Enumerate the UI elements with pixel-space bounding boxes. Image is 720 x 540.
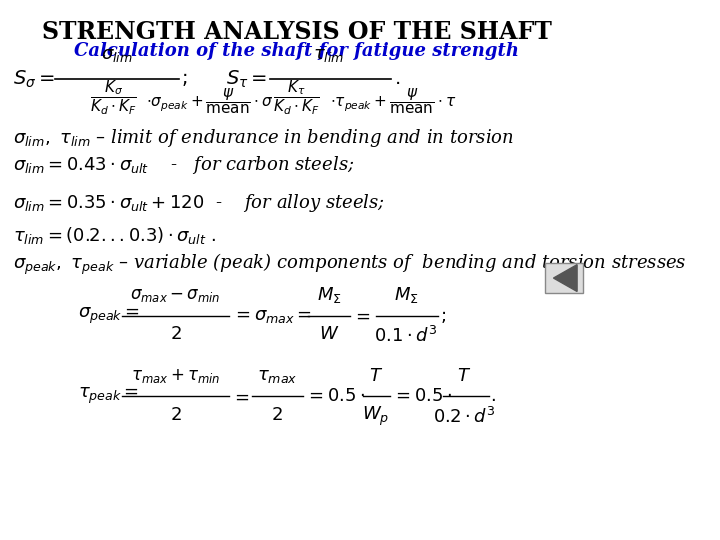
Text: $\tau_{lim} = (0.2...0.3) \cdot \sigma_{ult}\ .$: $\tau_{lim} = (0.2...0.3) \cdot \sigma_{…: [13, 225, 217, 246]
Text: $.$: $.$: [394, 70, 400, 88]
Text: Calculation of the shaft for fatigue strength: Calculation of the shaft for fatigue str…: [74, 42, 519, 60]
Text: $\sigma_{lim} = 0.43 \cdot \sigma_{ult}$    -   for carbon steels;: $\sigma_{lim} = 0.43 \cdot \sigma_{ult}$…: [13, 154, 354, 176]
Text: $\sigma_{lim}$: $\sigma_{lim}$: [101, 46, 132, 64]
Text: $\tau_{max}$: $\tau_{max}$: [257, 367, 297, 385]
Text: $2$: $2$: [271, 406, 283, 424]
Text: $T$: $T$: [369, 367, 383, 385]
Text: $;$: $;$: [181, 70, 188, 88]
Text: $\dfrac{K_{\sigma}}{K_d \cdot K_F}$: $\dfrac{K_{\sigma}}{K_d \cdot K_F}$: [90, 79, 137, 117]
Text: $M_{\Sigma}$: $M_{\Sigma}$: [394, 285, 418, 305]
Text: $\sigma_{peak} =$: $\sigma_{peak} =$: [78, 306, 140, 326]
Text: $;$: $;$: [439, 307, 446, 325]
Text: $W$: $W$: [319, 326, 339, 343]
Text: $= 0.5 \cdot$: $= 0.5 \cdot$: [305, 387, 365, 405]
Text: $0.2 \cdot d^3$: $0.2 \cdot d^3$: [433, 407, 495, 427]
Text: $W_p$: $W_p$: [362, 405, 390, 428]
Text: $= \sigma_{max} =$: $= \sigma_{max} =$: [232, 307, 312, 325]
Text: $\dfrac{K_{\tau}}{K_d \cdot K_F}$: $\dfrac{K_{\tau}}{K_d \cdot K_F}$: [273, 79, 320, 117]
Text: $\cdot\sigma_{peak} + \dfrac{\psi}{\text{mean}} \cdot \sigma$: $\cdot\sigma_{peak} + \dfrac{\psi}{\text…: [146, 86, 274, 116]
Text: $S_{\sigma} =$: $S_{\sigma} =$: [13, 69, 55, 90]
Text: $\sigma_{peak},\ \tau_{peak}$ – variable (peak) components of  bending and torsi: $\sigma_{peak},\ \tau_{peak}$ – variable…: [13, 252, 687, 277]
Text: $\tau_{lim}$: $\tau_{lim}$: [313, 46, 345, 64]
Text: $\sigma_{lim} = 0.35 \cdot \sigma_{ult} + 120$  -    for alloy steels;: $\sigma_{lim} = 0.35 \cdot \sigma_{ult} …: [13, 192, 385, 214]
Text: $=$: $=$: [352, 307, 371, 325]
Text: $\tau_{peak} =$: $\tau_{peak} =$: [78, 386, 139, 406]
Text: $M_{\Sigma}$: $M_{\Sigma}$: [317, 285, 341, 305]
Text: STRENGTH ANALYSIS OF THE SHAFT: STRENGTH ANALYSIS OF THE SHAFT: [42, 20, 552, 44]
Text: $\tau_{max} + \tau_{min}$: $\tau_{max} + \tau_{min}$: [131, 367, 220, 385]
Polygon shape: [554, 265, 577, 292]
Text: $T$: $T$: [457, 367, 472, 385]
Text: $.$: $.$: [490, 387, 496, 405]
Text: $=$: $=$: [231, 387, 250, 405]
Text: $= 0.5 \cdot$: $= 0.5 \cdot$: [392, 387, 452, 405]
Text: $\sigma_{max} - \sigma_{min}$: $\sigma_{max} - \sigma_{min}$: [130, 287, 221, 303]
Text: $\cdot\tau_{peak} + \dfrac{\psi}{\text{mean}} \cdot \tau$: $\cdot\tau_{peak} + \dfrac{\psi}{\text{m…: [330, 86, 456, 116]
Text: $\sigma_{lim},\ \tau_{lim}$ – limit of endurance in bending and in torsion: $\sigma_{lim},\ \tau_{lim}$ – limit of e…: [13, 127, 514, 150]
Text: $2$: $2$: [170, 326, 181, 343]
Text: $0.1 \cdot d^3$: $0.1 \cdot d^3$: [374, 326, 438, 346]
Text: $S_{\tau} =$: $S_{\tau} =$: [226, 69, 267, 90]
FancyBboxPatch shape: [544, 263, 583, 293]
Text: $2$: $2$: [170, 406, 181, 424]
